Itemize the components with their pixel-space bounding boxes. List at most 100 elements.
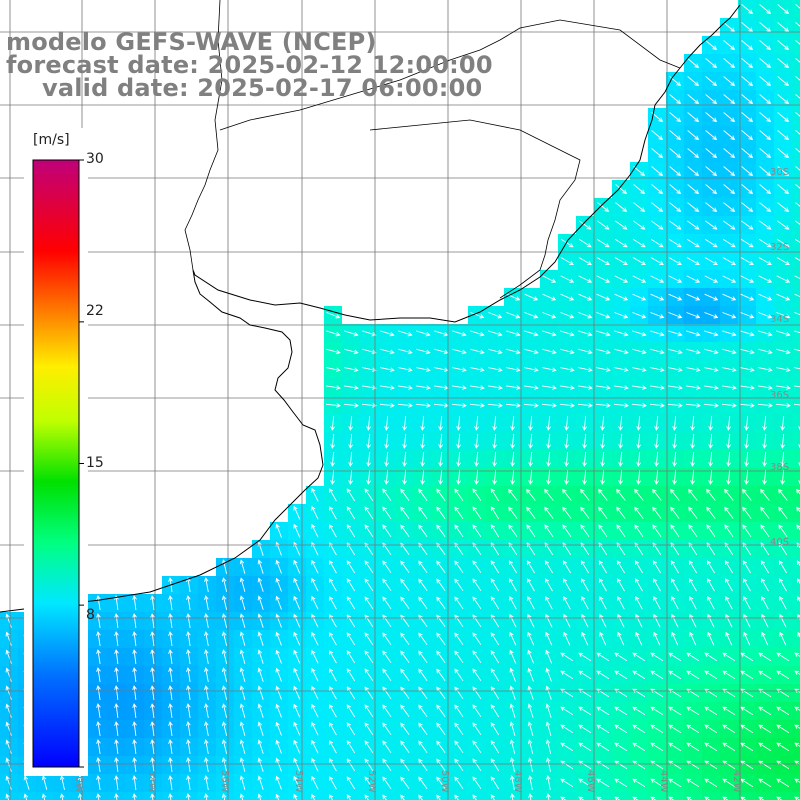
wind-arrow bbox=[542, 275, 557, 283]
wind-arrow bbox=[670, 560, 679, 574]
wind-speed-cell bbox=[360, 792, 378, 800]
wind-arrow bbox=[725, 631, 733, 646]
wind-arrow bbox=[742, 524, 752, 538]
wind-arrow bbox=[578, 330, 593, 337]
wind-arrow bbox=[581, 578, 589, 592]
wind-arrow bbox=[329, 614, 337, 628]
wind-arrow bbox=[635, 595, 643, 610]
wind-arrow bbox=[726, 451, 731, 467]
wind-arrow bbox=[652, 524, 662, 538]
wind-arrow bbox=[257, 793, 263, 800]
wind-arrow bbox=[578, 670, 592, 680]
wind-arrow bbox=[382, 560, 392, 574]
wind-arrow bbox=[204, 721, 209, 736]
wind-arrow bbox=[634, 488, 644, 501]
wind-arrow bbox=[382, 668, 392, 682]
wind-arrow bbox=[344, 367, 359, 373]
wind-arrow bbox=[454, 650, 464, 663]
wind-arrow bbox=[794, 385, 800, 388]
wind-arrow bbox=[330, 433, 335, 449]
wind-arrow bbox=[96, 649, 101, 664]
wind-arrow bbox=[600, 469, 605, 485]
wind-arrow bbox=[221, 577, 228, 592]
wind-arrow bbox=[759, 58, 772, 69]
wind-arrow bbox=[599, 595, 607, 610]
wind-arrow bbox=[400, 758, 410, 771]
wind-arrow bbox=[346, 560, 356, 574]
wind-arrow bbox=[275, 523, 282, 538]
wind-speed-cell bbox=[306, 792, 324, 800]
wind-arrow bbox=[221, 559, 228, 574]
wind-arrow bbox=[777, 40, 790, 51]
wind-arrow bbox=[762, 415, 767, 431]
wind-arrow bbox=[257, 649, 264, 664]
wind-arrow bbox=[614, 760, 628, 770]
wind-arrow bbox=[257, 721, 264, 736]
wind-arrow bbox=[311, 685, 319, 700]
wind-arrow bbox=[615, 220, 628, 230]
wind-arrow bbox=[614, 348, 629, 355]
wind-arrow bbox=[635, 631, 643, 646]
wind-arrow bbox=[725, 595, 733, 610]
wind-arrow bbox=[650, 724, 664, 734]
wind-speed-cell bbox=[792, 126, 800, 144]
wind-arrow bbox=[5, 703, 12, 718]
wind-arrow bbox=[5, 649, 12, 664]
wind-arrow bbox=[527, 757, 533, 772]
wind-arrow bbox=[669, 94, 682, 105]
wind-arrow bbox=[668, 367, 683, 373]
country-border bbox=[184, 0, 681, 299]
wind-arrow bbox=[470, 312, 485, 319]
wind-arrow bbox=[707, 613, 715, 628]
wind-arrow bbox=[760, 560, 769, 574]
wind-speed-cell bbox=[792, 756, 800, 774]
wind-speed-cell bbox=[792, 270, 800, 288]
wind-arrow bbox=[759, 22, 772, 33]
wind-arrow bbox=[452, 367, 467, 373]
wind-arrow bbox=[562, 488, 572, 501]
wind-arrow bbox=[416, 367, 431, 373]
wind-arrow bbox=[758, 367, 773, 373]
wind-arrow bbox=[418, 578, 428, 591]
wind-arrow bbox=[617, 595, 625, 610]
wind-arrow bbox=[221, 685, 228, 700]
wind-arrow bbox=[686, 760, 700, 770]
wind-arrow bbox=[438, 469, 443, 485]
wind-arrow bbox=[758, 293, 773, 301]
wind-arrow bbox=[526, 560, 535, 574]
wind-arrow bbox=[777, 148, 790, 159]
wind-arrow bbox=[798, 444, 800, 449]
wind-arrow bbox=[758, 724, 772, 734]
wind-arrow bbox=[96, 721, 101, 736]
wind-arrow bbox=[686, 238, 700, 248]
wind-arrow bbox=[454, 758, 464, 771]
wind-arrow bbox=[510, 433, 515, 449]
wind-arrow bbox=[239, 793, 245, 800]
wind-arrow bbox=[528, 451, 533, 467]
wind-arrow bbox=[454, 722, 464, 735]
wind-arrow bbox=[794, 312, 800, 316]
colorbar-unit: [m/s] bbox=[33, 132, 70, 148]
wind-arrow bbox=[686, 688, 700, 698]
wind-arrow bbox=[740, 706, 754, 716]
wind-arrow bbox=[257, 685, 264, 700]
wind-arrow bbox=[415, 403, 431, 408]
latitude-label: 30S bbox=[770, 167, 789, 178]
wind-arrow bbox=[722, 238, 736, 248]
wind-arrow bbox=[741, 184, 754, 195]
wind-arrow bbox=[649, 403, 665, 408]
wind-speed-cell bbox=[792, 396, 800, 414]
wind-arrow bbox=[204, 631, 209, 646]
wind-arrow bbox=[758, 348, 773, 355]
wind-speed-cell bbox=[792, 378, 800, 396]
wind-arrow bbox=[168, 721, 173, 736]
wind-arrow bbox=[546, 775, 551, 790]
wind-arrow bbox=[705, 220, 718, 230]
wind-arrow bbox=[723, 22, 736, 33]
wind-arrow bbox=[545, 649, 553, 664]
wind-arrow bbox=[724, 560, 733, 574]
wind-arrow bbox=[726, 469, 731, 485]
wind-arrow bbox=[275, 631, 282, 646]
wind-arrow bbox=[542, 312, 557, 319]
